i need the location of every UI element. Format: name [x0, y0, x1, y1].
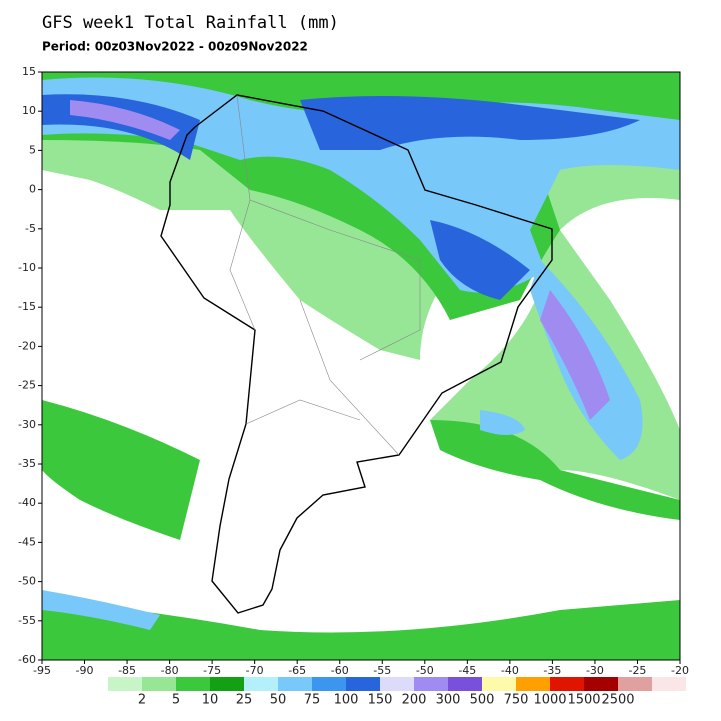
lon-tick-label: -30 — [586, 664, 604, 677]
lon-tick-label: -95 — [33, 664, 51, 677]
lon-tick-label: -50 — [416, 664, 434, 677]
lat-tick-label: -5 — [25, 222, 36, 235]
lat-tick-label: -20 — [18, 339, 36, 352]
rainfall-field — [42, 72, 680, 660]
colorbar-label: 25 — [236, 693, 253, 708]
colorbar-label: 750 — [504, 693, 529, 708]
colorbar-label: 1500 — [567, 693, 600, 708]
lat-tick-label: 0 — [29, 183, 36, 196]
map-frame — [41, 71, 681, 661]
colorbar-label: 5 — [172, 693, 180, 708]
lon-tick-label: -45 — [458, 664, 476, 677]
colorbar-swatch — [210, 677, 244, 691]
colorbar-swatch — [550, 677, 584, 691]
colorbar-swatch — [176, 677, 210, 691]
map — [41, 71, 681, 661]
colorbar-swatch — [346, 677, 380, 691]
lon-tick-label: -40 — [501, 664, 519, 677]
colorbar-swatch — [584, 677, 618, 691]
lon-tick-label: -25 — [628, 664, 646, 677]
lon-tick-label: -55 — [373, 664, 391, 677]
colorbar-label: 50 — [270, 693, 287, 708]
lat-tick-label: 5 — [29, 143, 36, 156]
colorbar-label: 100 — [334, 693, 359, 708]
colorbar-swatch — [108, 677, 142, 691]
colorbar-swatch — [448, 677, 482, 691]
colorbar-label: 300 — [436, 693, 461, 708]
lat-tick-label: -10 — [18, 261, 36, 274]
lat-tick-label: -50 — [18, 575, 36, 588]
lat-tick-label: 10 — [22, 104, 36, 117]
lon-tick-label: -60 — [331, 664, 349, 677]
colorbar-swatch — [244, 677, 278, 691]
colorbar-label: 10 — [202, 693, 219, 708]
colorbar-swatch — [516, 677, 550, 691]
lat-tick-label: -15 — [18, 300, 36, 313]
axes: 15 10 5 0 -5 -10 -15 -20 -25 -30 -35 -40 -45 -50 -55 -6… — [18, 65, 689, 677]
colorbar-swatch — [380, 677, 414, 691]
colorbar: 2 5 10 25 50 75 100 150 200 300 500 750 1000 1500 2500 — [108, 677, 686, 708]
lon-tick-label: -80 — [161, 664, 179, 677]
lat-tick-label: -40 — [18, 496, 36, 509]
lon-tick-label: -20 — [671, 664, 689, 677]
lon-tick-label: -65 — [288, 664, 306, 677]
colorbar-label: 75 — [304, 693, 321, 708]
lat-tick-label: -60 — [18, 653, 36, 666]
colorbar-label: 200 — [402, 693, 427, 708]
lon-tick-label: -75 — [203, 664, 221, 677]
lat-tick-label: -55 — [18, 614, 36, 627]
period: Period: 00z03Nov2022 - 00z09Nov2022 — [42, 40, 308, 54]
lat-tick-label: -45 — [18, 535, 36, 548]
lon-tick-label: -35 — [543, 664, 561, 677]
borders — [229, 94, 421, 456]
colorbar-swatch — [414, 677, 448, 691]
colorbar-swatch — [618, 677, 652, 691]
colorbar-swatch — [142, 677, 176, 691]
colorbar-swatch — [482, 677, 516, 691]
colorbar-label: 2 — [138, 693, 146, 708]
colorbar-swatch — [312, 677, 346, 691]
title: GFS week1 Total Rainfall (mm) — [42, 13, 339, 33]
lat-tick-label: 15 — [22, 65, 36, 78]
lon-tick-label: -90 — [76, 664, 94, 677]
colorbar-swatch — [278, 677, 312, 691]
colorbar-swatch — [652, 677, 686, 691]
colorbar-label: 500 — [470, 693, 495, 708]
colorbar-label: 150 — [368, 693, 393, 708]
lon-tick-label: -85 — [118, 664, 136, 677]
lon-tick-label: -70 — [246, 664, 264, 677]
colorbar-label: 2500 — [601, 693, 634, 708]
colorbar-label: 1000 — [533, 693, 566, 708]
lat-tick-label: -25 — [18, 379, 36, 392]
lat-tick-label: -35 — [18, 457, 36, 470]
lat-tick-label: -30 — [18, 418, 36, 431]
coastline — [160, 94, 553, 614]
